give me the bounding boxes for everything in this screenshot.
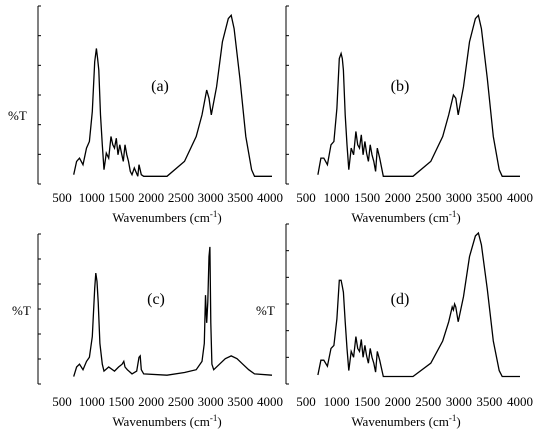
x-tick-label: 4000 [507,394,533,409]
y-axis-label: %T [12,303,31,318]
x-tick-label: 2000 [385,394,411,409]
x-tick-label: 2000 [138,190,164,205]
panel-tag: (c) [147,291,165,308]
x-tick-label: 2000 [138,394,164,409]
x-tick-label: 2000 [385,190,411,205]
x-tick-label: 4000 [257,190,283,205]
x-tick-labels: 500 1000 1500 2000 2500 3000 3500 4000 [296,190,533,205]
x-axis-title-main: Wavenumbers (cm [112,414,210,429]
x-tick-label: 1500 [108,190,134,205]
x-tick-label: 2500 [415,394,441,409]
x-tick-label: 1000 [324,190,350,205]
x-tick-label: 500 [52,394,72,409]
spectrum-line [73,13,272,177]
x-tick-label: 2500 [168,190,194,205]
x-tick-label: 3500 [227,190,253,205]
x-tick-label: 1500 [354,394,380,409]
x-axis-title-sup: -1 [210,413,218,423]
x-tick-labels: 500 1000 1500 2000 2500 3000 3500 4000 [52,190,283,205]
x-axis-title-close: ) [217,210,221,225]
panel-c: %T (c) 500 1000 1500 2000 2500 3000 3500 4000 W… [12,233,283,429]
spectrum-line [73,246,273,377]
x-axis-title-main: Wavenumbers (cm [351,210,449,225]
x-axis-title-close: ) [456,414,460,429]
x-axis-title: Wavenumbers (cm-1) [112,209,221,225]
y-axis-label: %T [256,303,275,318]
x-tick-label: 1000 [79,190,105,205]
y-axis-label: %T [8,108,27,123]
x-axis-title-main: Wavenumbers (cm [351,414,449,429]
x-axis-title: Wavenumbers (cm-1) [351,209,460,225]
y-ticks [286,5,289,185]
spectrum-line [317,231,520,378]
x-axis-title-main: Wavenumbers (cm [112,210,210,225]
y-ticks [38,233,41,385]
y-ticks [38,5,41,185]
x-axis-title-close: ) [456,210,460,225]
x-tick-labels: 500 1000 1500 2000 2500 3000 3500 4000 [52,394,283,409]
x-tick-label: 1500 [354,190,380,205]
x-tick-label: 3500 [476,190,502,205]
x-tick-label: 1500 [108,394,134,409]
panel-b: (b) 500 1000 1500 2000 2500 3000 3500 4000 Wave… [285,5,533,225]
x-axis-title: Wavenumbers (cm-1) [112,413,221,429]
x-tick-labels: 500 1000 1500 2000 2500 3000 3500 4000 [296,394,533,409]
x-tick-label: 3000 [198,394,224,409]
x-axis-title-sup: -1 [449,209,457,219]
x-tick-label: 3000 [446,394,472,409]
x-tick-label: 4000 [507,190,533,205]
x-tick-label: 500 [296,394,316,409]
x-axis-title: Wavenumbers (cm-1) [351,413,460,429]
x-axis-title-close: ) [217,414,221,429]
x-axis-title-sup: -1 [210,209,218,219]
x-tick-label: 1000 [324,394,350,409]
spectrum-line [317,13,520,177]
x-tick-label: 1000 [79,394,105,409]
y-ticks [286,223,289,385]
x-tick-label: 2500 [168,394,194,409]
panel-tag: (d) [391,291,410,308]
x-tick-label: 3500 [476,394,502,409]
x-tick-label: 3000 [198,190,224,205]
x-tick-label: 3000 [446,190,472,205]
panel-a: %T (a) 500 1000 1500 2000 2500 3000 3500 4000 W… [8,5,283,225]
panel-d: %T (d) 500 1000 1500 2000 2500 3000 3500 4000 W… [256,223,533,429]
x-tick-label: 2500 [415,190,441,205]
x-tick-label: 4000 [257,394,283,409]
panel-tag: (b) [391,78,410,95]
panel-tag: (a) [151,78,169,95]
x-tick-label: 3500 [227,394,253,409]
x-tick-label: 500 [296,190,316,205]
x-tick-label: 500 [52,190,72,205]
x-axis-title-sup: -1 [449,413,457,423]
